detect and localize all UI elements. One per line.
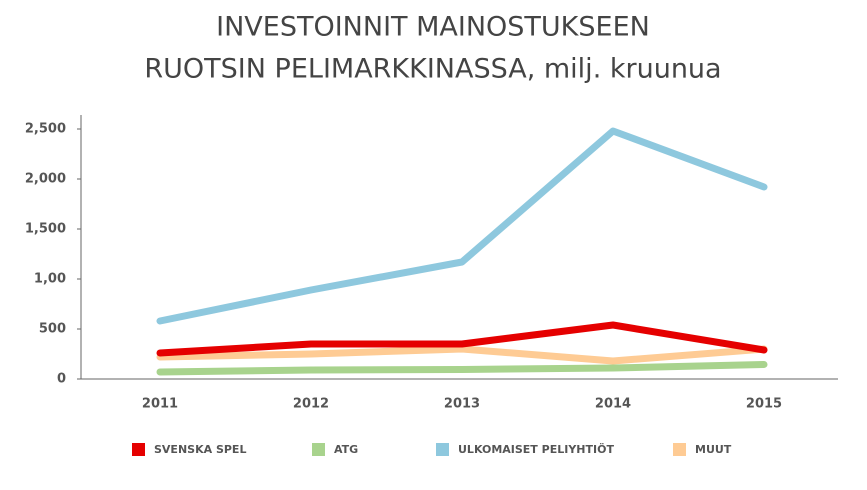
series-line [156,127,768,325]
y-tick-label: 0 [57,372,66,387]
series-line [156,345,768,365]
y-tick-label: 2,000 [25,172,66,187]
y-tick-label: 500 [39,322,66,337]
legend-swatch [436,443,449,456]
legend-swatch [132,443,145,456]
x-tick-label: 2014 [595,397,631,412]
series-line [156,321,768,357]
x-tick-label: 2011 [142,397,178,412]
legend-label: SVENSKA SPEL [154,443,246,456]
legend-swatch [312,443,325,456]
x-tick-label: 2013 [444,397,480,412]
x-tick-label: 2015 [746,397,782,412]
legend-label: MUUT [695,443,732,456]
legend-swatch [673,443,686,456]
series-line [156,361,768,376]
legend-label: ATG [334,443,358,456]
y-tick-label: 2,500 [25,122,66,137]
legend-label: ULKOMAISET PELIYHTIÖT [458,442,614,456]
y-tick-label: 1,500 [25,222,66,237]
chart-subtitle: RUOTSIN PELIMARKKINASSA, milj. kruunua [144,54,721,85]
x-tick-label: 2012 [293,397,329,412]
y-tick-label: 1,00 [34,272,66,287]
chart-title: INVESTOINNIT MAINOSTUKSEEN [216,12,650,43]
